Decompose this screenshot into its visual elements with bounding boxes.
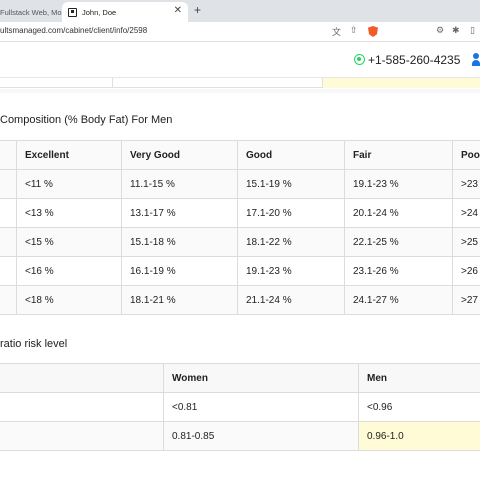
tab-label: John, Doe	[82, 7, 117, 17]
header-cell: Good	[237, 140, 345, 170]
table-cell	[0, 169, 17, 199]
waist-ratio-title: ratio risk level	[0, 338, 68, 350]
site-header	[0, 42, 480, 78]
table-header-row: Excellent Very Good Good Fair Poor	[0, 140, 480, 170]
table-cell: <13 %	[16, 198, 122, 228]
table-cell: <0.81	[163, 392, 359, 422]
table-row: 0.81-0.85 0.96-1.0	[0, 421, 480, 451]
table-row: <15 % 15.1-18 % 18.1-22 % 22.1-25 % >25	[0, 227, 480, 257]
table-cell: 18.1-21 %	[121, 285, 238, 315]
header-cell: Very Good	[121, 140, 238, 170]
body-fat-title: Composition (% Body Fat) For Men	[0, 114, 173, 126]
table-cell: 11.1-15 %	[121, 169, 238, 199]
table-cell: >24	[452, 198, 480, 228]
brave-shield-icon[interactable]	[368, 26, 378, 37]
table-row: <0.81 <0.96	[0, 392, 480, 422]
close-icon[interactable]: ✕	[173, 5, 182, 16]
table-cell: 22.1-25 %	[344, 227, 453, 257]
divider	[0, 89, 480, 93]
table-cell: <11 %	[16, 169, 122, 199]
tab-client[interactable]: John, Doe ✕	[62, 2, 188, 22]
header-cell: Fair	[344, 140, 453, 170]
table-cell: 23.1-26 %	[344, 256, 453, 286]
url-text[interactable]: ultsmanaged.com/cabinet/client/info/2598	[0, 26, 148, 35]
table-cell	[0, 392, 164, 422]
header-cell: Excellent	[16, 140, 122, 170]
new-tab-icon[interactable]: +	[194, 3, 202, 17]
waist-ratio-table: Women Men <0.81 <0.96 0.81-0.85 0.96-1.0	[0, 363, 480, 451]
table-row: <13 % 13.1-17 % 17.1-20 % 20.1-24 % >24	[0, 198, 480, 228]
highlighted-cell: 0.96-1.0	[358, 421, 480, 451]
table-cell: >23	[452, 169, 480, 199]
table-cell: 21.1-24 %	[237, 285, 345, 315]
table-cell: 24.1-27 %	[344, 285, 453, 315]
table-cell: <0.96	[358, 392, 480, 422]
table-cell: 17.1-20 %	[237, 198, 345, 228]
header-cell	[0, 140, 17, 170]
qr-icon	[68, 7, 77, 17]
table-cell: <15 %	[16, 227, 122, 257]
table-cell: >25	[452, 227, 480, 257]
table-header-row: Women Men	[0, 363, 480, 393]
table-row: <18 % 18.1-21 % 21.1-24 % 24.1-27 % >27	[0, 285, 480, 315]
previous-table-row	[0, 78, 480, 88]
whatsapp-icon[interactable]	[354, 54, 365, 65]
table-row: <11 % 11.1-15 % 15.1-19 % 19.1-23 % >23	[0, 169, 480, 199]
table-cell: 13.1-17 %	[121, 198, 238, 228]
header-cell: Women	[163, 363, 359, 393]
table-cell: 18.1-22 %	[237, 227, 345, 257]
table-row: <16 % 16.1-19 % 19.1-23 % 23.1-26 % >26	[0, 256, 480, 286]
user-icon[interactable]	[472, 53, 480, 67]
address-bar[interactable]: ultsmanaged.com/cabinet/client/info/2598…	[0, 22, 480, 42]
table-cell: 15.1-19 %	[237, 169, 345, 199]
header-cell: Poor	[452, 140, 480, 170]
phone-number[interactable]: +1-585-260-4235	[368, 53, 461, 67]
body-fat-table: Excellent Very Good Good Fair Poor <11 %…	[0, 140, 480, 315]
table-cell: >27	[452, 285, 480, 315]
table-cell: 20.1-24 %	[344, 198, 453, 228]
table-cell: 19.1-23 %	[237, 256, 345, 286]
translate-icon[interactable]: 文	[332, 27, 342, 37]
table-cell: >26	[452, 256, 480, 286]
tab-label: Fullstack Web, Mob	[0, 7, 62, 17]
header-cell	[0, 363, 164, 393]
header-cell: Men	[358, 363, 480, 393]
share-icon[interactable]: ⇧	[350, 25, 358, 35]
tab-fullstack[interactable]: Fullstack Web, Mob	[0, 2, 62, 22]
table-cell: 15.1-18 %	[121, 227, 238, 257]
table-cell: <18 %	[16, 285, 122, 315]
table-cell: <16 %	[16, 256, 122, 286]
cell-divider	[112, 78, 113, 88]
table-cell	[0, 256, 17, 286]
table-cell	[0, 285, 17, 315]
table-cell	[0, 421, 164, 451]
sidebar-icon[interactable]: ▯	[470, 25, 475, 35]
highlight-cell	[322, 78, 480, 88]
table-cell: 0.81-0.85	[163, 421, 359, 451]
table-cell: 19.1-23 %	[344, 169, 453, 199]
table-cell: 16.1-19 %	[121, 256, 238, 286]
puzzle-icon[interactable]: ✱	[452, 25, 460, 35]
table-cell	[0, 198, 17, 228]
browser-tab-bar: Fullstack Web, Mob John, Doe ✕ +	[0, 0, 480, 22]
extension-icon[interactable]: ⚙	[436, 25, 445, 35]
table-cell	[0, 227, 17, 257]
